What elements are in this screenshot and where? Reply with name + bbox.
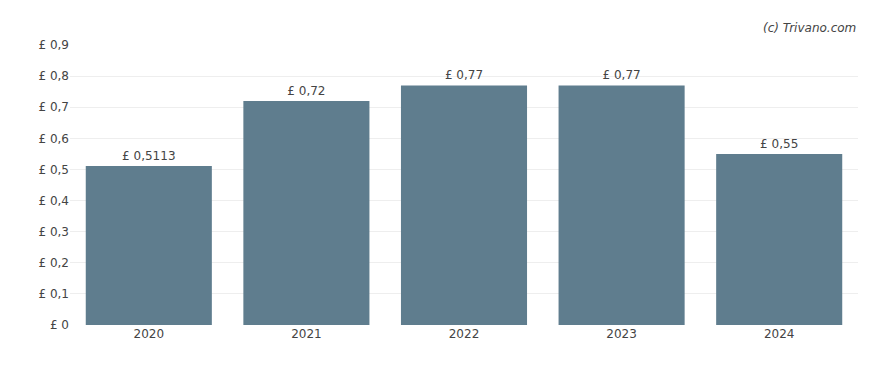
svg-text:£ 0,3: £ 0,3 [38,225,69,239]
svg-text:£ 0,72: £ 0,72 [287,84,325,98]
svg-text:2021: 2021 [291,327,322,341]
svg-text:2023: 2023 [606,327,637,341]
svg-text:£ 0,6: £ 0,6 [38,132,69,146]
svg-text:2024: 2024 [764,327,795,341]
svg-text:£ 0,8: £ 0,8 [38,69,69,83]
svg-text:£ 0,77: £ 0,77 [445,68,483,82]
svg-text:£ 0,9: £ 0,9 [38,38,69,52]
svg-text:£ 0,7: £ 0,7 [38,100,69,114]
svg-text:(c) Trivano.com: (c) Trivano.com [763,21,856,35]
svg-text:£ 0,1: £ 0,1 [38,287,69,301]
svg-text:£ 0,55: £ 0,55 [760,137,798,151]
svg-text:2020: 2020 [134,327,165,341]
svg-text:£ 0,5: £ 0,5 [38,163,69,177]
svg-text:£ 0,4: £ 0,4 [38,194,69,208]
svg-text:£ 0: £ 0 [50,318,69,332]
svg-text:£ 0,5113: £ 0,5113 [122,149,175,163]
svg-text:£ 0,77: £ 0,77 [603,68,641,82]
svg-text:2022: 2022 [449,327,480,341]
svg-text:£ 0,2: £ 0,2 [38,256,69,270]
